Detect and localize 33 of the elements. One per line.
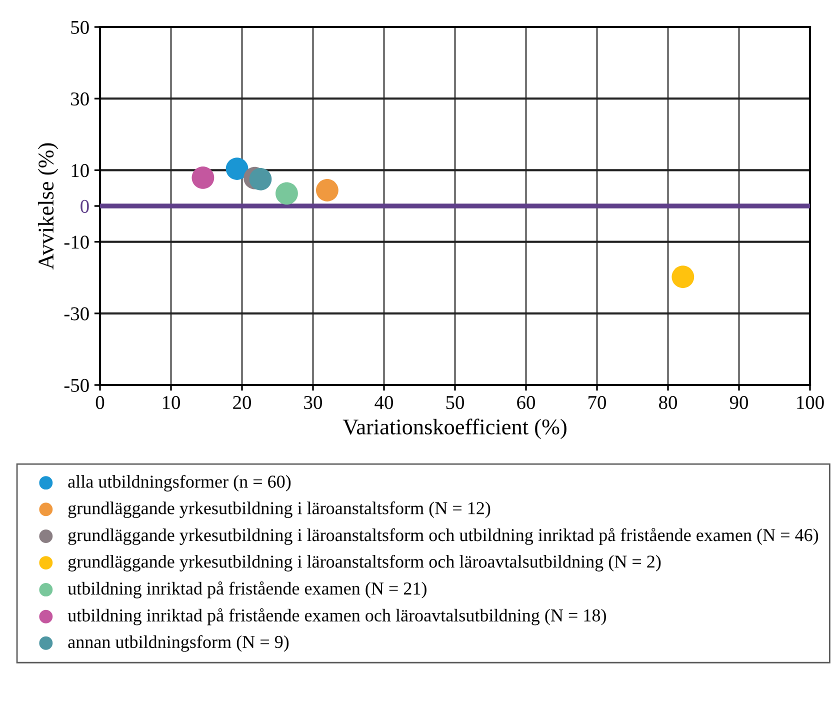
x-tick-label: 60 bbox=[517, 396, 535, 410]
point bbox=[226, 158, 248, 180]
x-tick-label: 80 bbox=[659, 396, 677, 410]
y-tick-label: 0 bbox=[80, 200, 89, 213]
legend-label: grundläggande yrkesutbildning i läroanstaltsform och utbildning inriktad på fristående examen (N = 46) bbox=[68, 528, 818, 545]
y-tick-label: 50 bbox=[71, 20, 89, 34]
legend-label: grundläggande yrkesutbildning i läroanstaltsform (N = 12) bbox=[68, 501, 490, 518]
legend-label: utbildning inriktad på fristående examen och läroavtalsutbildning (N = 18) bbox=[68, 608, 606, 626]
point bbox=[249, 168, 272, 190]
y-tick-label: -50 bbox=[64, 378, 89, 392]
x-tick-label: 90 bbox=[730, 396, 748, 410]
x-tick-label: 100 bbox=[797, 396, 824, 410]
y-axis-title: Avvikelse (%) bbox=[38, 143, 58, 270]
legend-label: alla utbildningsformer (n = 60) bbox=[68, 474, 291, 492]
x-tick-label: 20 bbox=[233, 396, 251, 410]
x-tick-label: 0 bbox=[96, 396, 104, 410]
x-axis-title: Variationskoefficient (%) bbox=[342, 418, 566, 439]
point bbox=[316, 179, 338, 202]
point bbox=[192, 166, 214, 189]
x-tick-label: 30 bbox=[304, 396, 322, 410]
y-tick-label: 10 bbox=[72, 164, 89, 178]
point bbox=[672, 266, 694, 288]
x-tick-label: 70 bbox=[588, 396, 606, 410]
legend-label: utbildning inriktad på fristående examen (N = 21) bbox=[68, 581, 426, 598]
y-tick-label: 30 bbox=[71, 92, 89, 106]
x-tick-label: 50 bbox=[446, 396, 464, 410]
legend-label: annan utbildningsform (N = 9) bbox=[68, 635, 289, 652]
y-tick-label: -30 bbox=[64, 307, 89, 320]
x-tick-label: 40 bbox=[374, 396, 393, 410]
point bbox=[276, 182, 298, 205]
x-tick-label: 10 bbox=[162, 396, 180, 410]
y-tick-label: -10 bbox=[64, 236, 89, 249]
legend-label: grundläggande yrkesutbildning i läroanstaltsform och läroavtalsutbildning (N = 2) bbox=[68, 554, 661, 572]
